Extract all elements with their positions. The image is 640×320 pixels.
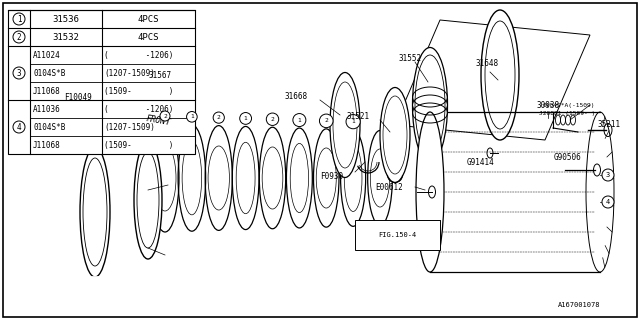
Text: 1: 1: [17, 14, 21, 23]
Text: FRONT: FRONT: [145, 114, 171, 127]
Ellipse shape: [481, 10, 519, 140]
Text: 0104S*B: 0104S*B: [33, 68, 65, 77]
Text: 2: 2: [324, 118, 328, 124]
Circle shape: [13, 13, 25, 25]
Text: 30938: 30938: [536, 101, 559, 110]
Text: 4PCS: 4PCS: [138, 14, 159, 23]
Text: (        -1206): ( -1206): [104, 105, 173, 114]
Circle shape: [602, 196, 614, 208]
Text: 1: 1: [190, 114, 194, 119]
Text: 2: 2: [217, 115, 221, 120]
Text: 4: 4: [606, 199, 610, 205]
Text: G90506: G90506: [553, 153, 581, 162]
Text: F0930: F0930: [320, 172, 343, 180]
Text: 3: 3: [606, 172, 610, 178]
Text: 31536: 31536: [52, 14, 79, 23]
Text: (1207-1509): (1207-1509): [104, 68, 155, 77]
Circle shape: [602, 169, 614, 181]
Circle shape: [319, 114, 333, 128]
Text: A11024: A11024: [33, 51, 61, 60]
Text: 31668: 31668: [285, 92, 308, 100]
Text: 4PCS: 4PCS: [138, 33, 159, 42]
Bar: [355, 220, 440, 250]
Text: 31567: 31567: [148, 71, 172, 80]
Text: (        -1206): ( -1206): [104, 51, 173, 60]
Text: 2: 2: [271, 117, 275, 122]
Text: A11036: A11036: [33, 105, 61, 114]
Text: 31532: 31532: [52, 33, 79, 42]
Bar: [8, 10, 195, 154]
Text: F10049: F10049: [64, 93, 92, 102]
Circle shape: [13, 31, 25, 43]
Text: A167001078: A167001078: [557, 302, 600, 308]
Ellipse shape: [80, 147, 110, 277]
Ellipse shape: [416, 112, 444, 272]
Text: J20881 (1509- ): J20881 (1509- ): [539, 110, 595, 116]
Text: J11068: J11068: [33, 86, 61, 95]
Text: (1207-1509): (1207-1509): [104, 123, 155, 132]
Circle shape: [240, 113, 252, 124]
Text: 0104S*B: 0104S*B: [33, 123, 65, 132]
Text: 31648: 31648: [476, 59, 499, 68]
Circle shape: [160, 111, 170, 121]
Text: FIG.150-4: FIG.150-4: [378, 232, 416, 238]
Text: (1509-        ): (1509- ): [104, 86, 173, 95]
Ellipse shape: [380, 87, 410, 182]
Circle shape: [187, 111, 197, 122]
Text: 31521: 31521: [347, 111, 370, 121]
Text: J11068: J11068: [33, 140, 61, 149]
Circle shape: [213, 112, 225, 123]
Circle shape: [13, 67, 25, 79]
Circle shape: [13, 121, 25, 133]
Ellipse shape: [134, 141, 162, 259]
Text: 2: 2: [163, 114, 167, 118]
Text: 35211: 35211: [598, 119, 621, 129]
Text: 4: 4: [17, 123, 21, 132]
Text: 1: 1: [298, 117, 301, 123]
Text: 3: 3: [17, 68, 21, 77]
Text: (1509-        ): (1509- ): [104, 140, 173, 149]
Text: 1: 1: [244, 116, 248, 121]
Text: 1: 1: [351, 119, 355, 124]
Text: 2: 2: [17, 33, 21, 42]
Circle shape: [293, 114, 306, 126]
Circle shape: [266, 113, 278, 125]
Text: 0104S*A(-1509): 0104S*A(-1509): [543, 102, 595, 108]
Text: E00612: E00612: [375, 182, 403, 191]
Ellipse shape: [413, 47, 447, 163]
Circle shape: [346, 115, 360, 129]
Text: 31552: 31552: [399, 53, 422, 62]
Ellipse shape: [330, 73, 360, 178]
Text: G91414: G91414: [466, 158, 494, 167]
